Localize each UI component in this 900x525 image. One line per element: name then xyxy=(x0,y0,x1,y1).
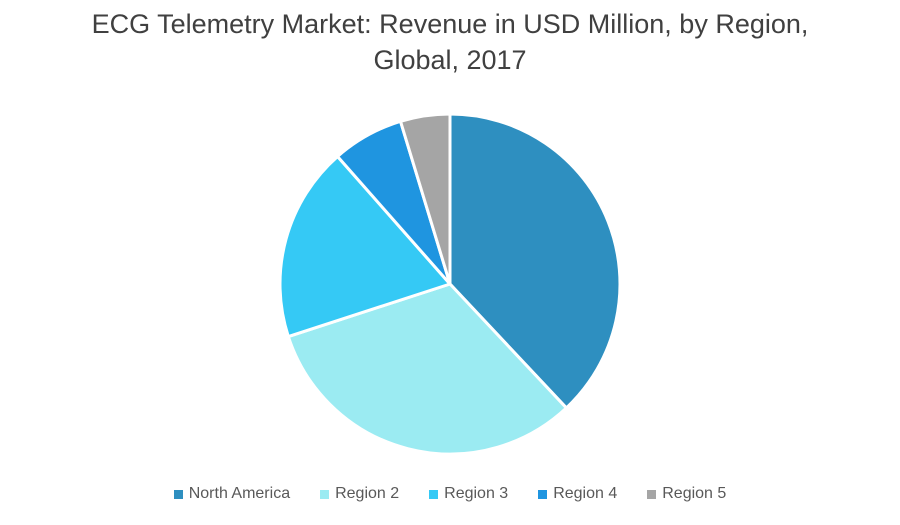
legend-label: Region 4 xyxy=(553,485,618,502)
legend-item-region-5: Region 5 xyxy=(647,483,726,505)
legend-item-north-america: North America xyxy=(173,483,291,505)
legend-swatch xyxy=(538,489,548,499)
pie-slice-region-5 xyxy=(399,112,452,286)
legend-label: Region 5 xyxy=(662,485,727,502)
pie-slice-region-2 xyxy=(286,282,568,456)
legend-swatch xyxy=(429,489,439,499)
chart-title: ECG Telemetry Market: Revenue in USD Mil… xyxy=(0,6,900,78)
legend-label: North America xyxy=(188,485,291,502)
legend-item-region-4: Region 4 xyxy=(538,483,617,505)
pie-slice-north-america xyxy=(448,112,622,410)
pie-slice-region-3 xyxy=(278,154,452,339)
legend-swatch xyxy=(173,489,183,499)
legend-item-region-3: Region 3 xyxy=(429,483,508,505)
legend-swatch xyxy=(320,489,330,499)
chart-title-line-2: Global, 2017 xyxy=(373,45,527,75)
legend-item-region-2: Region 2 xyxy=(320,483,399,505)
chart-title-line-1: ECG Telemetry Market: Revenue in USD Mil… xyxy=(91,9,809,39)
legend: North America Region 2 Region 3 Region 4… xyxy=(0,483,900,505)
legend-label: Region 3 xyxy=(444,485,509,502)
legend-label: Region 2 xyxy=(335,485,400,502)
legend-swatch xyxy=(647,489,657,499)
